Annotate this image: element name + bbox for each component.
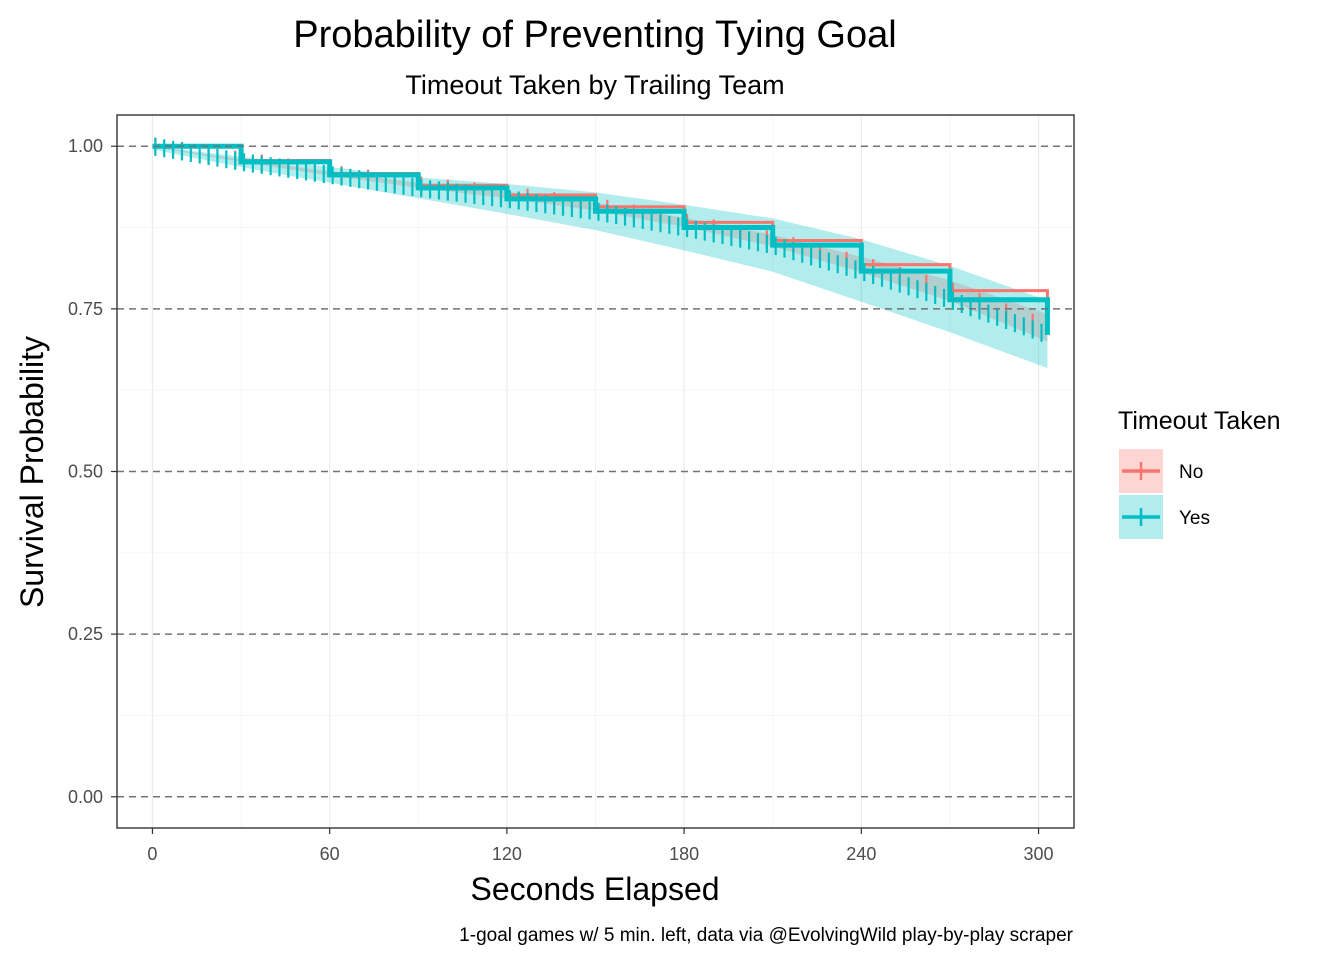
survival-lines (152, 137, 1050, 342)
x-tick-label: 240 (846, 844, 876, 864)
y-axis-ticks: 0.00 0.25 0.50 0.75 1.00 (68, 136, 117, 807)
x-tick-label: 60 (320, 844, 340, 864)
line-yes (152, 143, 1050, 335)
censor-marks-yes (154, 137, 1043, 342)
y-tick-label: 0.25 (68, 624, 103, 644)
y-tick-label: 0.50 (68, 462, 103, 482)
x-axis-title: Seconds Elapsed (470, 871, 719, 907)
y-axis-title: Survival Probability (14, 336, 50, 608)
chart-title: Probability of Preventing Tying Goal (293, 14, 896, 56)
ribbon-yes (152, 146, 1048, 369)
legend-item-no: No (1119, 449, 1203, 493)
chart-subtitle: Timeout Taken by Trailing Team (405, 70, 784, 100)
x-tick-label: 0 (147, 844, 157, 864)
legend: Timeout Taken No Yes (1118, 407, 1281, 539)
legend-title: Timeout Taken (1118, 407, 1281, 435)
legend-label-no: No (1179, 462, 1203, 483)
x-axis-ticks: 0 60 120 180 240 300 (147, 828, 1054, 864)
chart-caption: 1-goal games w/ 5 min. left, data via @E… (459, 925, 1073, 946)
y-tick-label: 1.00 (68, 136, 103, 156)
legend-label-yes: Yes (1179, 508, 1210, 529)
y-tick-label: 0.00 (68, 787, 103, 807)
reference-lines (117, 145, 1074, 798)
x-tick-label: 180 (669, 844, 699, 864)
confidence-ribbons (152, 146, 1048, 369)
legend-item-yes: Yes (1119, 495, 1210, 539)
y-tick-label: 0.75 (68, 299, 103, 319)
x-tick-label: 120 (492, 844, 522, 864)
x-tick-label: 300 (1024, 844, 1054, 864)
